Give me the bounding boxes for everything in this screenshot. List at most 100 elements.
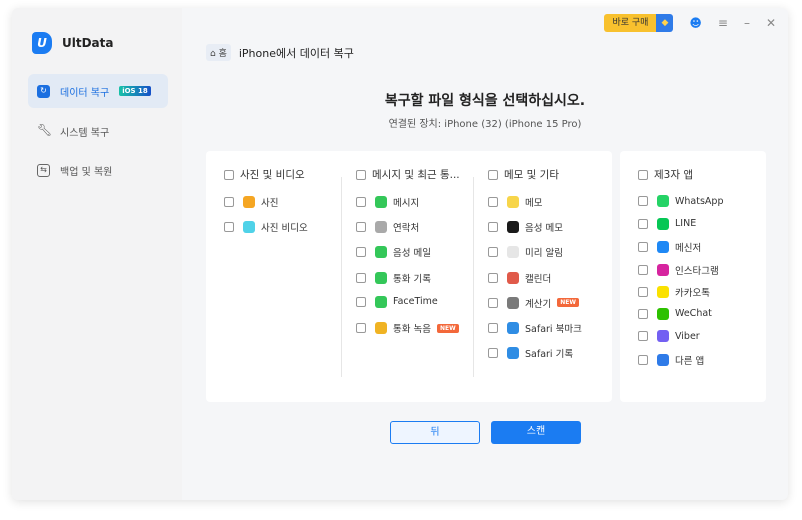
minimize-icon[interactable]: – <box>743 16 750 30</box>
checkbox[interactable] <box>488 169 498 180</box>
checkbox[interactable] <box>356 296 366 307</box>
checkbox[interactable] <box>488 247 498 258</box>
sidebar-item-label: 백업 및 복원 <box>60 166 113 178</box>
checkbox[interactable] <box>356 222 366 233</box>
app-icon <box>507 246 519 259</box>
checkbox[interactable] <box>488 348 498 359</box>
checkbox[interactable] <box>638 331 648 341</box>
file-type-item[interactable]: 음성 메모 <box>488 220 563 234</box>
file-type-item[interactable]: Safari 기록 <box>488 346 573 360</box>
checkbox[interactable] <box>488 222 498 233</box>
file-type-item[interactable]: 계산기 NEW <box>488 296 579 310</box>
app-icon <box>657 353 669 366</box>
checkbox[interactable] <box>638 196 648 206</box>
checkbox[interactable] <box>488 297 498 308</box>
checkbox[interactable] <box>224 169 234 180</box>
sidebar-item-system-repair[interactable]: 🔧︎ 시스템 복구 <box>28 114 168 148</box>
item-label: WhatsApp <box>675 195 724 207</box>
app-icon <box>507 347 519 360</box>
checkbox[interactable] <box>356 247 366 258</box>
scan-button[interactable]: 스캔 <box>491 421 581 444</box>
file-type-item[interactable]: Safari 북마크 <box>488 321 582 335</box>
app-icon <box>375 295 387 308</box>
file-type-item[interactable]: 통화 녹음 NEW <box>356 321 459 335</box>
checkbox[interactable] <box>638 308 648 319</box>
wrench-icon: 🔧︎ <box>37 122 53 137</box>
sidebar-item-backup-restore[interactable]: ⇆ 백업 및 복원 <box>28 153 168 187</box>
checkbox[interactable] <box>224 197 234 207</box>
item-label: 음성 메모 <box>525 223 563 235</box>
ios-badge: iOS 18 <box>119 86 151 96</box>
user-icon[interactable]: ☻ <box>689 16 702 30</box>
file-type-item[interactable]: 다른 앱 <box>638 353 704 367</box>
breadcrumb-current: iPhone에서 데이터 복구 <box>238 46 354 60</box>
file-type-item[interactable]: 사진 비디오 <box>224 220 308 234</box>
checkbox[interactable] <box>638 287 648 297</box>
sidebar-item-data-recovery[interactable]: ↻ 데이터 복구 iOS 18 <box>28 74 168 108</box>
buy-button[interactable]: 바로 구매 ◆ <box>604 14 674 32</box>
item-label: 미리 알림 <box>525 248 563 260</box>
checkbox[interactable] <box>638 264 648 275</box>
item-label: LINE <box>675 218 697 229</box>
app-icon <box>375 271 387 284</box>
backup-icon: ⇆ <box>37 163 50 177</box>
item-label: WeChat <box>675 308 712 319</box>
file-type-item[interactable]: LINE <box>638 217 697 230</box>
home-link[interactable]: ⌂ 홈 <box>206 44 231 61</box>
new-badge: NEW <box>557 298 579 308</box>
diamond-icon: ◆ <box>656 14 674 32</box>
category-title: 메시지 및 최근 통... <box>372 169 460 181</box>
item-label: 메시지 <box>393 198 420 209</box>
back-button[interactable]: 뒤 <box>390 421 480 444</box>
item-label: 다른 앱 <box>675 355 705 367</box>
divider <box>341 177 342 377</box>
category-header[interactable]: 메모 및 기타 <box>488 167 559 182</box>
file-type-item[interactable]: 메모 <box>488 195 542 209</box>
item-label: Viber <box>675 330 700 342</box>
category-title: 제3자 앱 <box>654 169 693 181</box>
file-type-item[interactable]: 사진 <box>224 195 278 209</box>
checkbox[interactable] <box>488 323 498 333</box>
app-icon <box>657 286 669 298</box>
checkbox[interactable] <box>356 272 366 283</box>
file-type-item[interactable]: FaceTime <box>356 295 438 308</box>
ultdata-logo-icon: U <box>32 32 52 54</box>
file-type-item[interactable]: 음성 메일 <box>356 245 431 259</box>
checkbox[interactable] <box>356 323 366 333</box>
file-type-item[interactable]: WeChat <box>638 307 712 320</box>
file-type-item[interactable]: 메신저 <box>638 240 701 254</box>
file-type-item[interactable]: 캘린더 <box>488 271 551 285</box>
checkbox[interactable] <box>638 354 648 365</box>
file-type-item[interactable]: 인스타그램 <box>638 263 719 277</box>
checkbox[interactable] <box>356 169 366 180</box>
file-type-item[interactable]: 카카오톡 <box>638 285 710 299</box>
menu-icon[interactable]: ≡ <box>717 16 728 30</box>
title-bar: 바로 구매 ◆ ☻ ≡ – ✕ <box>604 14 776 32</box>
restore-icon: ↻ <box>37 84 50 98</box>
category-header[interactable]: 메시지 및 최근 통... <box>356 167 460 182</box>
item-label: Safari 기록 <box>525 349 574 361</box>
file-type-item[interactable]: 메시지 <box>356 195 419 209</box>
app-window: U UltData ↻ 데이터 복구 iOS 18 🔧︎ 시스템 복구 ⇆ 백업 및 복원… <box>12 8 788 500</box>
category-header[interactable]: 제3자 앱 <box>638 167 693 182</box>
checkbox[interactable] <box>488 197 498 207</box>
category-header[interactable]: 사진 및 비디오 <box>224 167 305 182</box>
device-info: 연결된 장치: iPhone (32) (iPhone 15 Pro) <box>388 119 582 130</box>
checkbox[interactable] <box>224 222 234 233</box>
checkbox[interactable] <box>638 218 648 229</box>
checkbox[interactable] <box>638 169 648 180</box>
file-type-item[interactable]: 통화 기록 <box>356 271 431 285</box>
file-type-item[interactable]: 미리 알림 <box>488 245 563 259</box>
close-icon[interactable]: ✕ <box>765 16 776 30</box>
item-label: 카카오톡 <box>675 288 710 299</box>
file-type-item[interactable]: WhatsApp <box>638 195 723 207</box>
checkbox[interactable] <box>488 272 498 283</box>
checkbox[interactable] <box>356 197 366 207</box>
app-icon <box>507 296 519 309</box>
page-title: 복구할 파일 형식을 선택하십시오. <box>384 93 586 109</box>
checkbox[interactable] <box>638 242 648 252</box>
file-type-item[interactable]: Viber <box>638 330 700 342</box>
file-type-item[interactable]: 연락처 <box>356 220 419 234</box>
